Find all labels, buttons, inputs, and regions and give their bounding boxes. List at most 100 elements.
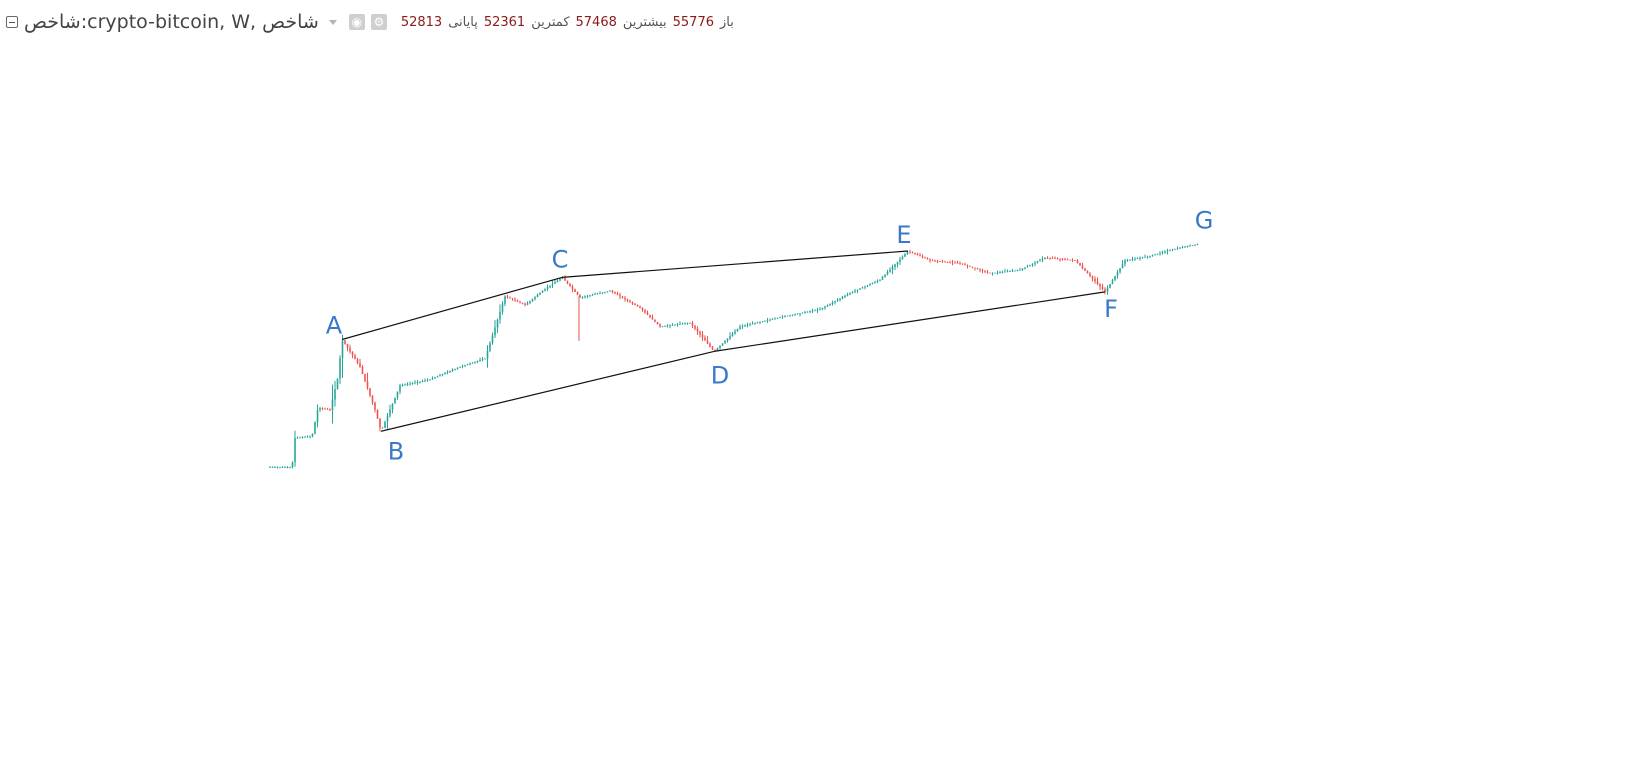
- candle-body: [1079, 263, 1081, 266]
- candle-body: [529, 301, 531, 303]
- candle-body: [471, 362, 474, 364]
- candle-body: [416, 382, 419, 383]
- candle-body: [1151, 255, 1154, 257]
- candle-body: [476, 361, 479, 362]
- candle-body: [886, 272, 889, 275]
- candle-body: [1021, 268, 1024, 270]
- candle-body: [826, 305, 829, 307]
- candle-body: [359, 363, 361, 367]
- candle-body: [1119, 268, 1121, 273]
- wave-label-a: A: [326, 312, 343, 340]
- candle-body: [464, 365, 466, 366]
- candle-body: [274, 467, 276, 468]
- candle-body: [916, 254, 919, 256]
- candle-body: [669, 325, 671, 327]
- candle-body: [1144, 256, 1146, 258]
- candle-body: [816, 309, 819, 311]
- candle-body: [784, 316, 786, 317]
- candle-body: [446, 372, 449, 374]
- candle-body: [1001, 271, 1004, 273]
- candle-body: [599, 293, 601, 294]
- candle-body: [729, 336, 731, 339]
- candle-body: [539, 292, 541, 295]
- candle-body: [429, 379, 431, 381]
- candle-body: [694, 325, 696, 329]
- candle-body: [1006, 271, 1009, 273]
- candle-body: [1041, 258, 1044, 261]
- candle-body: [876, 280, 879, 282]
- trendline-c-e[interactable]: [561, 250, 909, 278]
- candle-body: [661, 326, 664, 328]
- candle-body: [646, 312, 649, 315]
- candle-body: [616, 293, 619, 296]
- candle-body: [326, 409, 329, 410]
- candle-body: [699, 331, 701, 335]
- candle-body: [314, 422, 316, 434]
- candle-body: [734, 331, 736, 334]
- candle-body: [1036, 261, 1039, 263]
- candle-body: [1116, 272, 1119, 277]
- candle-body: [586, 295, 589, 297]
- candle-body: [736, 329, 739, 332]
- candle-body: [474, 361, 476, 363]
- candle-body: [286, 467, 289, 468]
- candle-body: [706, 340, 709, 344]
- candle-body: [1104, 289, 1106, 292]
- high-value: 57468: [575, 14, 617, 30]
- candle-body: [1004, 271, 1006, 273]
- candle-body: [946, 261, 949, 263]
- candle-body: [639, 306, 641, 308]
- candle-body: [749, 324, 751, 326]
- candle-body: [559, 278, 561, 281]
- candle-body: [1189, 245, 1191, 247]
- candle-body: [511, 298, 514, 300]
- high-label: بیشترین: [622, 14, 667, 30]
- candle-body: [521, 302, 524, 304]
- candle-body: [986, 271, 989, 273]
- candle-body: [626, 299, 629, 301]
- wave-labels-layer: A B C D E F G: [326, 206, 1214, 465]
- trendline-b-d[interactable]: [380, 350, 715, 432]
- candle-body: [356, 359, 359, 363]
- candle-body: [466, 364, 469, 366]
- candle-body: [504, 296, 506, 305]
- candle-body: [924, 257, 926, 259]
- candle-body: [351, 351, 354, 356]
- candle-body: [996, 272, 999, 274]
- candle-body: [649, 314, 651, 318]
- gear-icon[interactable]: ⚙: [370, 14, 387, 30]
- candle-body: [594, 294, 596, 295]
- candle-body: [976, 268, 979, 270]
- eye-icon[interactable]: ◉: [348, 14, 365, 30]
- candle-body: [731, 333, 734, 337]
- collapse-icon[interactable]: [6, 16, 18, 28]
- candle-body: [644, 310, 646, 313]
- candle-body: [389, 409, 391, 416]
- candle-body: [519, 301, 521, 303]
- candle-body: [801, 312, 804, 314]
- candle-body: [761, 321, 764, 323]
- candle-body: [1069, 259, 1071, 261]
- candle-body: [489, 342, 491, 351]
- candle-body: [269, 467, 271, 468]
- candle-body: [654, 319, 656, 322]
- candle-body: [294, 438, 296, 463]
- candle-body: [339, 358, 341, 379]
- candle-body: [371, 395, 374, 403]
- candle-body: [1184, 246, 1186, 248]
- candle-body: [491, 335, 494, 343]
- candle-body: [479, 360, 481, 361]
- chevron-down-icon[interactable]: [328, 19, 337, 25]
- wave-label-e: E: [896, 221, 911, 249]
- candle-body: [756, 322, 759, 324]
- trendline-a-c[interactable]: [341, 276, 563, 341]
- candle-body: [531, 298, 534, 301]
- candle-body: [1101, 286, 1104, 290]
- candle-body: [919, 255, 921, 257]
- candle-body: [1154, 254, 1156, 256]
- candle-body: [384, 421, 386, 428]
- wave-label-b: B: [388, 437, 404, 465]
- candle-body: [396, 391, 399, 398]
- trendline-d-f[interactable]: [713, 291, 1106, 352]
